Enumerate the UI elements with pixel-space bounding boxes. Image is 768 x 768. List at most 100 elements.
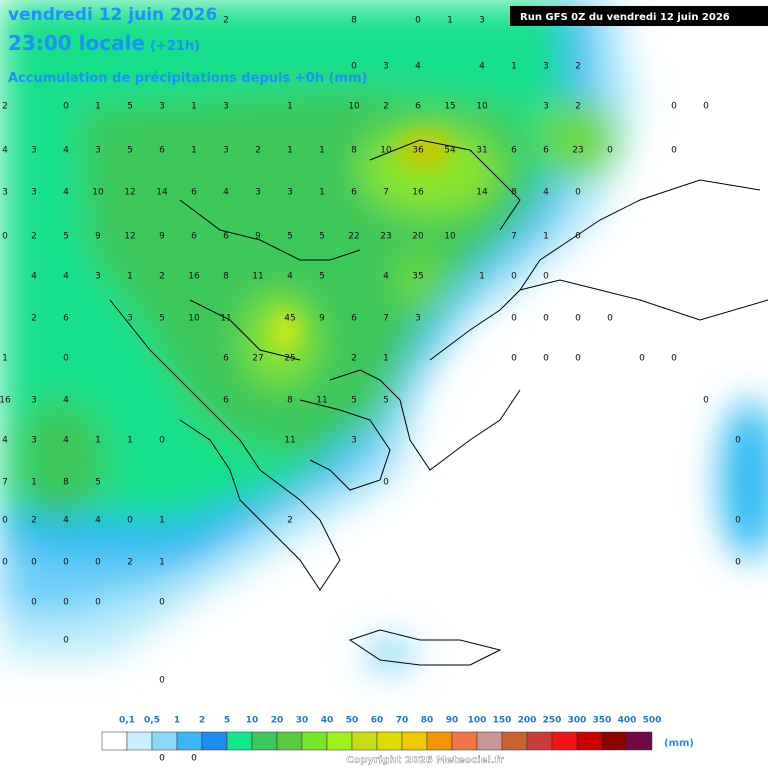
point-value: 4 [31, 272, 37, 282]
point-value: 1 [319, 146, 325, 156]
point-value: 4 [287, 272, 293, 282]
point-value: 0 [191, 754, 197, 764]
point-value: 0 [639, 354, 645, 364]
point-value: 3 [287, 188, 293, 198]
point-value: 9 [95, 232, 101, 242]
point-value: 0 [671, 354, 677, 364]
point-values: 2 8 0 1 30 3 4 4 1 3 22 0 1 5 3 1 3 1 10 2 6 15 10 3 2 0 04 3 4 3 5 6 1 3… [0, 16, 741, 764]
point-value: 11 [252, 272, 263, 282]
point-value: 12 [124, 232, 135, 242]
legend-label: 100 [468, 716, 487, 726]
legend-swatch [401, 731, 428, 751]
point-value: 8 [223, 272, 229, 282]
point-value: 0 [511, 354, 517, 364]
legend-label: 30 [296, 716, 309, 726]
point-value: 0 [383, 478, 389, 488]
point-value: 2 [223, 16, 229, 26]
point-value: 5 [127, 146, 133, 156]
point-value: 0 [735, 436, 741, 446]
point-value: 0 [2, 516, 8, 526]
point-value: 0 [159, 676, 165, 686]
point-value: 2 [255, 146, 261, 156]
point-value: 0 [159, 754, 165, 764]
point-value: 3 [223, 102, 229, 112]
legend-swatch [301, 731, 328, 751]
point-value: 11 [284, 436, 295, 446]
point-value: 3 [255, 188, 261, 198]
point-value: 0 [63, 598, 69, 608]
map-subtitle: Accumulation de précipitations depuis +0… [8, 71, 367, 86]
point-value: 23 [572, 146, 583, 156]
point-value: 12 [124, 188, 135, 198]
point-value: 4 [95, 516, 101, 526]
point-value: 4 [415, 62, 421, 72]
legend-label: 50 [346, 716, 359, 726]
point-value: 9 [255, 232, 261, 242]
point-value: 4 [383, 272, 389, 282]
point-value: 45 [284, 314, 295, 324]
coastlines [109, 139, 768, 666]
point-value: 1 [447, 16, 453, 26]
point-value: 0 [159, 598, 165, 608]
point-value: 1 [511, 62, 517, 72]
point-value: 3 [543, 102, 549, 112]
point-value: 5 [63, 232, 69, 242]
point-value: 10 [348, 102, 360, 112]
legend-label: 150 [493, 716, 512, 726]
point-value: 0 [703, 102, 709, 112]
point-value: 2 [2, 102, 8, 112]
point-value: 3 [31, 146, 37, 156]
point-value: 0 [95, 598, 101, 608]
legend-label: 10 [246, 716, 259, 726]
legend-label: 0,1 [119, 716, 135, 726]
point-value: 6 [191, 188, 197, 198]
point-value: 4 [63, 516, 69, 526]
point-value: 2 [159, 272, 165, 282]
point-value: 5 [127, 102, 133, 112]
point-value: 1 [287, 102, 293, 112]
point-value: 1 [127, 436, 133, 446]
legend-swatch [201, 731, 228, 751]
point-value: 0 [543, 272, 549, 282]
point-value: 7 [383, 188, 389, 198]
point-value: 11 [316, 396, 327, 406]
point-value: 6 [191, 232, 197, 242]
point-value: 3 [159, 102, 165, 112]
point-value: 6 [63, 314, 69, 324]
point-value: 2 [287, 516, 293, 526]
point-value: 4 [479, 62, 485, 72]
point-value: 0 [415, 16, 421, 26]
legend-label: 0,5 [144, 716, 160, 726]
point-value: 0 [575, 188, 581, 198]
point-value: 2 [575, 102, 581, 112]
point-value: 6 [159, 146, 165, 156]
point-value: 4 [543, 188, 549, 198]
point-value: 2 [575, 62, 581, 72]
point-value: 0 [127, 516, 133, 526]
point-value: 14 [156, 188, 168, 198]
point-value: 3 [351, 436, 357, 446]
legend-label: 20 [271, 716, 284, 726]
point-value: 36 [412, 146, 424, 156]
point-value: 6 [415, 102, 421, 112]
legend-label: 300 [568, 716, 587, 726]
point-value: 6 [351, 188, 357, 198]
point-value: 0 [607, 314, 613, 324]
point-value: 6 [351, 314, 357, 324]
point-value: 16 [0, 396, 11, 406]
legend-swatch [151, 731, 178, 751]
point-value: 4 [2, 436, 8, 446]
point-value: 54 [444, 146, 456, 156]
point-value: 0 [63, 102, 69, 112]
point-value: 4 [63, 188, 69, 198]
legend: 0,1 0,5 1 2 5 10 20 30 40 50 60 70 80 90 100 150 200 250 3… [101, 716, 661, 751]
point-value: 16 [188, 272, 200, 282]
point-value: 15 [444, 102, 455, 112]
legend-label: 200 [518, 716, 537, 726]
legend-swatch [326, 731, 353, 751]
point-value: 1 [95, 102, 101, 112]
point-value: 4 [63, 146, 69, 156]
legend-swatch [526, 731, 553, 751]
point-value: 0 [735, 558, 741, 568]
point-value: 23 [380, 232, 391, 242]
